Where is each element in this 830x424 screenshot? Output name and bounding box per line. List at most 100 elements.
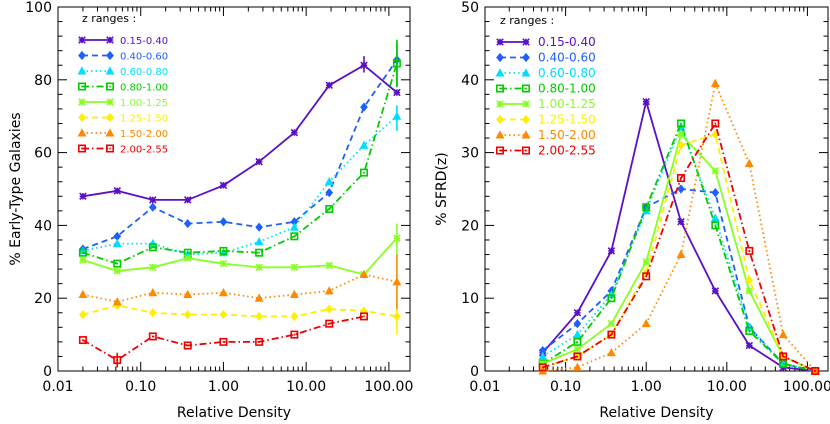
data-point: [811, 366, 820, 375]
data-point: [325, 304, 334, 314]
data-point: [642, 203, 651, 212]
data-point: [393, 88, 401, 97]
legend-marker-dot: [109, 85, 111, 88]
legend-marker: [496, 114, 504, 125]
data-point: [744, 158, 754, 168]
data-point: [183, 289, 193, 299]
data-point: [78, 289, 88, 299]
x-axis-label: Relative Density: [177, 405, 291, 421]
legend-marker: [105, 128, 115, 137]
data-point: [359, 312, 368, 321]
legend-marker: [78, 144, 87, 153]
data-point: [219, 246, 228, 255]
data-point: [572, 362, 582, 371]
legend-marker-dot: [499, 87, 501, 90]
legend-title: z ranges :: [82, 12, 136, 25]
plot-frame: [484, 6, 829, 372]
legend-marker: [521, 84, 530, 93]
data-point: [359, 140, 369, 149]
data-point: [149, 196, 157, 204]
data-point: [711, 287, 720, 295]
series-line: [82, 64, 398, 201]
legend-marker: [495, 68, 505, 77]
legend-marker-dot: [499, 149, 501, 152]
legend-label: 1.25-1.50: [538, 113, 596, 127]
series-line: [542, 120, 816, 372]
legend-marker: [77, 66, 87, 75]
data-point: [325, 81, 333, 90]
series-0.80-1.00: [538, 119, 820, 375]
legend-marker: [521, 130, 531, 139]
data-point: [711, 188, 720, 198]
data-point: [677, 130, 685, 139]
data-point: [573, 337, 582, 346]
legend-label: 1.25-1.50: [120, 114, 168, 125]
data-point: [710, 213, 720, 222]
legend-marker: [77, 128, 87, 137]
legend-label: 0.15-0.40: [538, 35, 596, 49]
data-point: [677, 140, 685, 150]
legend-marker: [78, 50, 86, 61]
data-point: [255, 311, 263, 321]
data-point-dot: [258, 251, 260, 254]
data-point: [79, 256, 87, 264]
data-point: [219, 310, 228, 320]
series-line: [542, 121, 816, 372]
data-point: [78, 248, 87, 257]
series-line: [542, 132, 816, 372]
data-point-dot: [82, 251, 84, 254]
data-point: [711, 119, 720, 128]
data-point: [745, 275, 754, 285]
series-1.00-1.25: [79, 234, 401, 279]
data-point: [148, 287, 158, 297]
data-point: [183, 254, 192, 262]
legend-label: 0.40-0.60: [538, 51, 596, 65]
legend-marker: [78, 82, 87, 91]
data-point-dot: [363, 315, 365, 318]
data-point-dot: [293, 333, 296, 336]
data-point: [255, 222, 263, 232]
legend-marker: [106, 36, 114, 44]
series-line: [82, 273, 398, 303]
data-point: [183, 219, 192, 229]
data-point: [538, 363, 547, 372]
data-point-dot: [814, 370, 817, 372]
y-tick-label: 20: [34, 291, 52, 307]
y-tick-label: 50: [461, 0, 479, 16]
data-point-dot: [293, 235, 296, 238]
series-line: [82, 59, 398, 250]
x-tick-label: 10.00: [707, 379, 747, 395]
x-tick-label: 0.10: [125, 379, 156, 395]
data-point: [113, 187, 121, 195]
legend-marker: [105, 66, 115, 75]
data-point: [255, 248, 264, 257]
data-point: [149, 263, 157, 272]
data-point: [289, 289, 299, 299]
y-tick-label: 100: [25, 0, 52, 16]
data-point: [219, 181, 228, 190]
data-point: [642, 272, 651, 281]
data-point-dot: [610, 297, 613, 299]
data-point-dot: [610, 333, 613, 336]
data-point: [112, 297, 122, 306]
y-tick-label: 20: [461, 218, 479, 234]
data-point: [573, 308, 582, 317]
data-point: [78, 336, 87, 345]
legend-label: 1.50-2.00: [120, 129, 168, 140]
x-tick-label: 1.00: [208, 379, 239, 395]
legend-marker: [496, 100, 504, 108]
legend-label: 0.80-1.00: [538, 82, 596, 96]
legend-label: 0.60-0.80: [120, 67, 168, 78]
data-point-dot: [680, 177, 682, 179]
data-point: [359, 168, 368, 177]
sfrd-panel: 0.01 0.10 1.00 10.00 100.00 0 10 20 30 40 50 Relati…: [434, 0, 830, 421]
legend-label: 1.00-1.25: [538, 97, 596, 111]
data-point: [290, 263, 299, 272]
series-2.00-2.55: [538, 119, 820, 375]
data-point: [290, 232, 299, 241]
data-point: [290, 311, 299, 321]
x-axis-label: Relative Density: [599, 405, 713, 421]
data-point: [711, 167, 720, 175]
data-point: [219, 259, 228, 268]
data-point-dot: [258, 341, 260, 343]
